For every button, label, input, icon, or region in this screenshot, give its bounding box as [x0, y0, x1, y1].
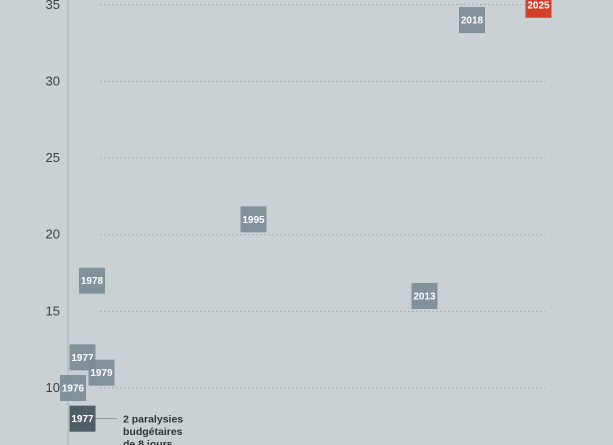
- y-tick-label: 10: [46, 380, 60, 395]
- data-points: 1976 1977 1977 1978 1979 1995 2013 2018 2025: [60, 0, 552, 432]
- data-point-label: 2025: [527, 0, 550, 11]
- data-point-2013: 2013: [411, 283, 438, 310]
- data-point-1976: 1976: [60, 375, 86, 401]
- data-point-box: [525, 0, 552, 18]
- y-tick-label: 35: [46, 0, 60, 12]
- y-tick-label: 15: [46, 303, 60, 318]
- y-tick-label: 25: [46, 150, 60, 165]
- data-point-label: 1977: [71, 353, 94, 364]
- data-point-label: 2013: [413, 292, 436, 303]
- y-tick-label: 20: [46, 227, 60, 242]
- data-point-box: [411, 283, 438, 310]
- data-point-box: [60, 375, 86, 401]
- data-point-label: 1977: [71, 414, 94, 425]
- annotation-text: budgétaires: [123, 426, 183, 438]
- annotation-text: de 8 jours: [123, 439, 173, 445]
- data-point-box: [69, 405, 96, 432]
- data-point-box: [240, 206, 267, 233]
- y-axis: 10 15 20 25 30 35: [46, 0, 69, 445]
- data-point-label: 1979: [90, 368, 113, 379]
- data-point-2018: 2018: [459, 7, 485, 34]
- data-point-label: 1995: [242, 215, 265, 226]
- data-point-box: [79, 267, 105, 294]
- data-point-label: 1978: [81, 276, 104, 287]
- gridlines: [100, 4, 545, 389]
- y-tick-label: 30: [46, 73, 60, 88]
- data-point-label: 2018: [461, 16, 484, 27]
- data-point-label: 1976: [62, 384, 85, 395]
- data-point-2025: 2025: [525, 0, 552, 18]
- data-point-1978: 1978: [79, 267, 105, 294]
- data-point-1979: 1979: [88, 359, 115, 386]
- data-point-1995: 1995: [240, 206, 267, 233]
- data-point-1977: 1977: [69, 405, 96, 432]
- annotation-text: 2 paralysies: [123, 414, 183, 426]
- data-point-box: [88, 359, 115, 386]
- data-point-box: [459, 7, 485, 34]
